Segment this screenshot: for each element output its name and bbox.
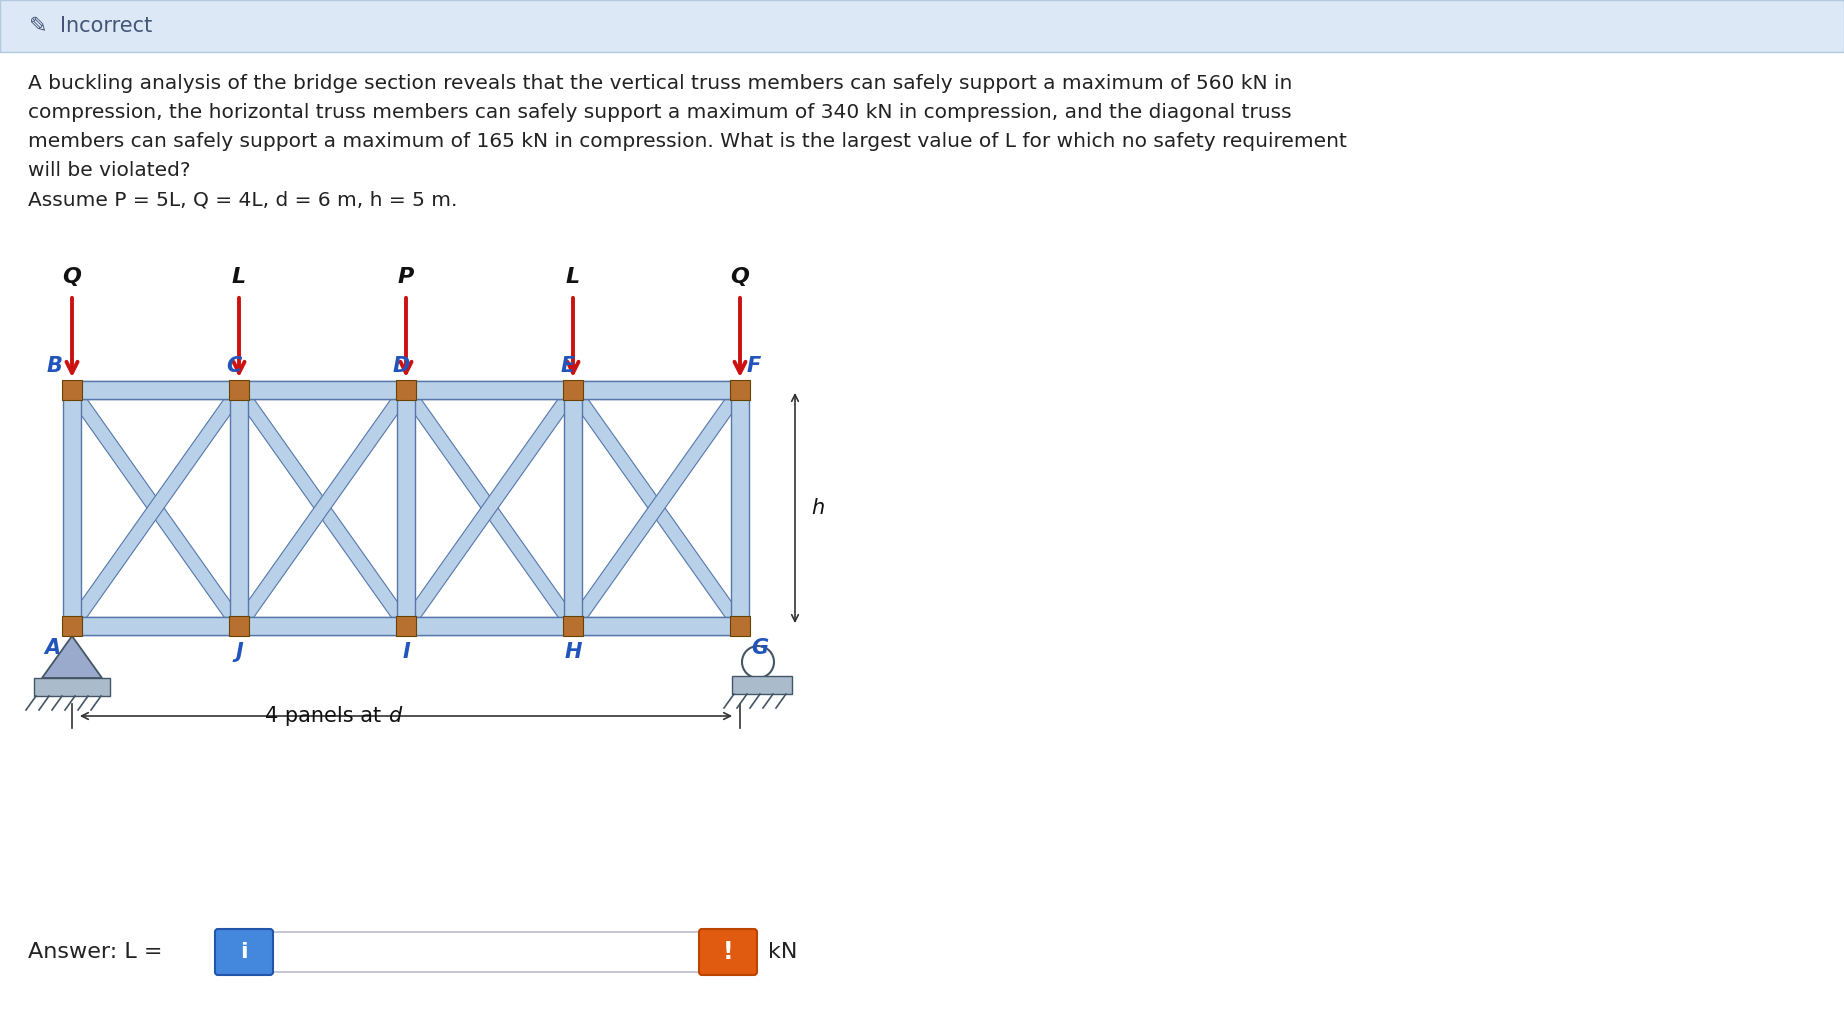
Bar	[396, 615, 417, 636]
Polygon shape	[66, 386, 245, 630]
Polygon shape	[72, 617, 739, 635]
Text: B: B	[46, 356, 63, 376]
Text: !: !	[723, 940, 734, 964]
Text: will be violated?: will be violated?	[28, 161, 190, 180]
Polygon shape	[568, 386, 745, 630]
Polygon shape	[568, 386, 745, 630]
Polygon shape	[72, 381, 739, 399]
Text: L: L	[566, 267, 581, 287]
Polygon shape	[400, 386, 579, 630]
Text: kN: kN	[767, 942, 797, 962]
Text: H: H	[564, 642, 581, 662]
Text: Answer: L =: Answer: L =	[28, 942, 162, 962]
Text: P: P	[398, 267, 415, 287]
Polygon shape	[234, 386, 411, 630]
Circle shape	[741, 646, 774, 678]
Bar	[33, 678, 111, 696]
Text: Incorrect: Incorrect	[61, 16, 153, 37]
Text: d: d	[387, 706, 402, 726]
Polygon shape	[564, 390, 583, 626]
Polygon shape	[72, 381, 739, 399]
Text: i: i	[240, 942, 247, 962]
Bar	[562, 380, 583, 400]
Bar	[229, 615, 249, 636]
Bar	[732, 676, 793, 694]
Bar	[63, 615, 81, 636]
Bar	[63, 380, 81, 400]
Polygon shape	[730, 390, 749, 626]
Polygon shape	[72, 617, 739, 635]
Polygon shape	[42, 636, 101, 678]
Bar	[730, 380, 751, 400]
Text: A buckling analysis of the bridge section reveals that the vertical truss member: A buckling analysis of the bridge sectio…	[28, 74, 1293, 93]
Bar	[396, 380, 417, 400]
Polygon shape	[234, 386, 411, 630]
Text: Q: Q	[730, 267, 749, 287]
Bar	[0, 0, 1844, 52]
Text: members can safely support a maximum of 165 kN in compression. What is the large: members can safely support a maximum of …	[28, 132, 1346, 151]
Text: J: J	[236, 642, 243, 662]
Polygon shape	[400, 386, 579, 630]
Text: L: L	[232, 267, 245, 287]
Text: A: A	[44, 638, 61, 658]
Bar	[229, 380, 249, 400]
Text: E: E	[561, 356, 575, 376]
Text: ✎: ✎	[30, 16, 48, 37]
Polygon shape	[66, 386, 245, 630]
Polygon shape	[230, 390, 247, 626]
Bar	[730, 615, 751, 636]
FancyBboxPatch shape	[699, 929, 758, 975]
Text: F: F	[747, 356, 762, 376]
Text: C: C	[227, 356, 242, 376]
Text: h: h	[811, 498, 824, 518]
Text: 4 panels at: 4 panels at	[266, 706, 387, 726]
Text: G: G	[752, 638, 769, 658]
Text: compression, the horizontal truss members can safely support a maximum of 340 kN: compression, the horizontal truss member…	[28, 103, 1291, 122]
Polygon shape	[396, 390, 415, 626]
Text: Q: Q	[63, 267, 81, 287]
Bar	[562, 615, 583, 636]
FancyBboxPatch shape	[271, 932, 701, 972]
Polygon shape	[63, 390, 81, 626]
FancyBboxPatch shape	[216, 929, 273, 975]
Text: I: I	[402, 642, 409, 662]
Text: Assume P = 5L, Q = 4L, d = 6 m, h = 5 m.: Assume P = 5L, Q = 4L, d = 6 m, h = 5 m.	[28, 190, 457, 209]
Text: D: D	[393, 356, 409, 376]
